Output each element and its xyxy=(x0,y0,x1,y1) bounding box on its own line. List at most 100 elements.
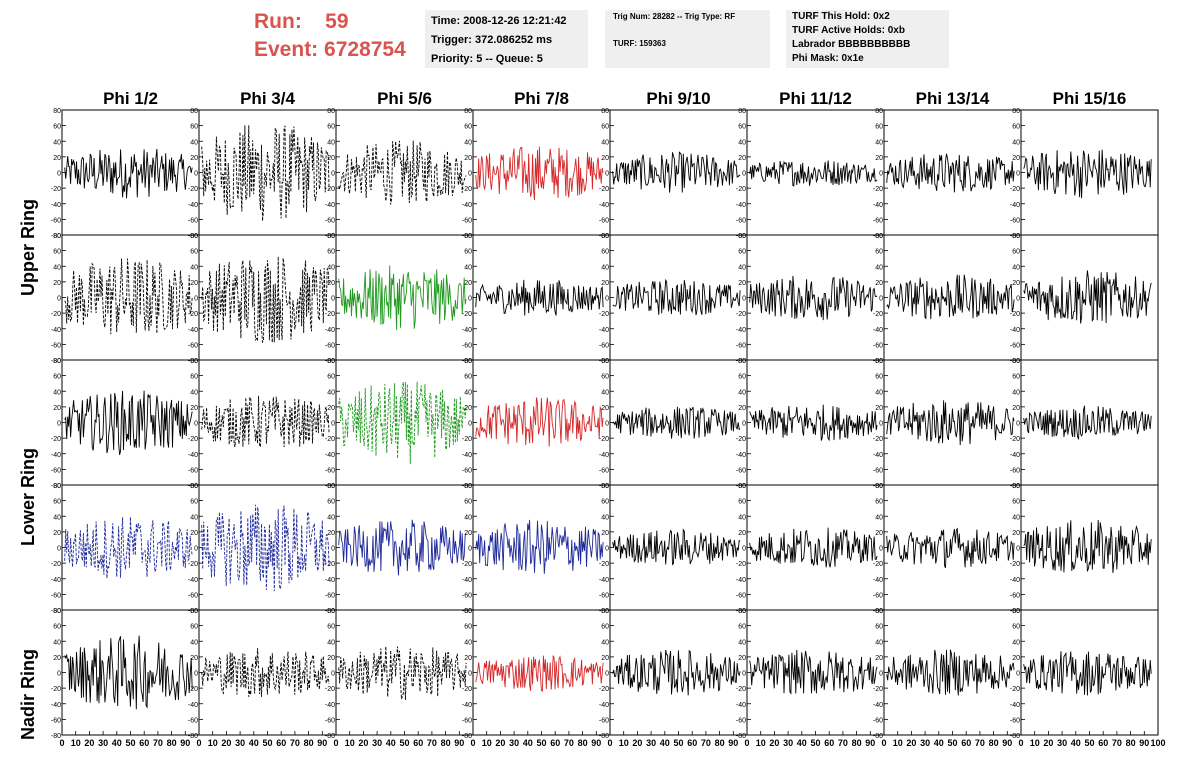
y-tick-label: -40 xyxy=(325,452,335,459)
y-tick-label: -40 xyxy=(462,202,472,209)
x-tick-label: 70 xyxy=(153,738,163,748)
y-tick-label: 20 xyxy=(738,655,746,662)
y-tick-label: -60 xyxy=(462,217,472,224)
y-tick-label: -20 xyxy=(873,561,883,568)
column-header: Phi 7/8 xyxy=(514,89,569,108)
waveform-line xyxy=(1023,405,1152,441)
panel-frame xyxy=(198,234,337,361)
y-tick-label: 0 xyxy=(194,171,198,178)
y-tick-label: 80 xyxy=(875,108,883,115)
y-tick-label: -60 xyxy=(51,467,61,474)
y-tick-label: 80 xyxy=(190,233,198,240)
y-tick-label: 80 xyxy=(53,483,61,490)
y-tick-label: 40 xyxy=(875,264,883,271)
x-tick-label: 90 xyxy=(728,738,738,748)
x-tick-label: 40 xyxy=(934,738,944,748)
y-tick-label: -40 xyxy=(462,577,472,584)
y-tick-label: -40 xyxy=(873,577,883,584)
x-tick-label: 30 xyxy=(646,738,656,748)
y-tick-label: 0 xyxy=(468,421,472,428)
y-tick-label: -80 xyxy=(462,233,472,240)
y-tick-label: -80 xyxy=(188,358,198,365)
y-tick-label: -80 xyxy=(462,733,472,740)
y-tick-label: -80 xyxy=(188,483,198,490)
x-tick-label: 70 xyxy=(1112,738,1122,748)
y-tick-label: 20 xyxy=(327,405,335,412)
info-time: Time: 2008-12-26 12:21:42 xyxy=(431,15,567,27)
y-tick-label: -20 xyxy=(873,311,883,318)
y-tick-label: 40 xyxy=(190,264,198,271)
y-tick-label: 80 xyxy=(1012,108,1020,115)
info-labrador: Labrador BBBBBBBBBB xyxy=(792,39,911,50)
y-tick-label: 0 xyxy=(1016,671,1020,678)
y-tick-label: 0 xyxy=(331,171,335,178)
y-tick-label: 80 xyxy=(53,108,61,115)
x-tick-label: 50 xyxy=(673,738,683,748)
y-tick-label: 80 xyxy=(1012,608,1020,615)
y-tick-label: -20 xyxy=(599,311,609,318)
x-tick-label: 40 xyxy=(797,738,807,748)
y-tick-label: 60 xyxy=(464,624,472,631)
y-tick-label: 40 xyxy=(190,639,198,646)
y-tick-label: 80 xyxy=(875,358,883,365)
y-tick-label: 20 xyxy=(464,530,472,537)
y-tick-label: 40 xyxy=(327,139,335,146)
x-tick-label: 40 xyxy=(1071,738,1081,748)
y-tick-label: -20 xyxy=(1010,436,1020,443)
y-tick-label: 20 xyxy=(875,155,883,162)
x-tick-label: 60 xyxy=(139,738,149,748)
x-tick-label: 0 xyxy=(470,738,475,748)
y-tick-label: 60 xyxy=(53,624,61,631)
y-tick-label: 40 xyxy=(1012,389,1020,396)
y-tick-label: 0 xyxy=(742,171,746,178)
y-tick-label: 80 xyxy=(190,608,198,615)
y-tick-label: 0 xyxy=(331,421,335,428)
y-tick-label: 80 xyxy=(464,233,472,240)
y-tick-label: -20 xyxy=(188,186,198,193)
y-tick-label: -60 xyxy=(462,592,472,599)
y-tick-label: 80 xyxy=(601,483,609,490)
x-tick-label: 70 xyxy=(290,738,300,748)
waveform-line xyxy=(749,404,878,442)
y-tick-label: -60 xyxy=(325,467,335,474)
x-tick-label: 80 xyxy=(1126,738,1136,748)
y-tick-label: -40 xyxy=(873,452,883,459)
y-tick-label: -60 xyxy=(462,467,472,474)
y-tick-label: -40 xyxy=(599,577,609,584)
x-tick-label: 0 xyxy=(881,738,886,748)
y-tick-label: 60 xyxy=(327,374,335,381)
y-tick-label: 80 xyxy=(601,108,609,115)
y-tick-label: 80 xyxy=(464,608,472,615)
y-tick-label: -20 xyxy=(188,686,198,693)
y-tick-label: 40 xyxy=(464,514,472,521)
y-tick-label: 60 xyxy=(53,249,61,256)
y-tick-label: -80 xyxy=(462,608,472,615)
y-tick-label: -20 xyxy=(325,686,335,693)
y-tick-label: 40 xyxy=(601,514,609,521)
y-tick-label: 0 xyxy=(468,546,472,553)
y-tick-label: 20 xyxy=(601,530,609,537)
y-tick-label: -20 xyxy=(51,686,61,693)
x-tick-label: 0 xyxy=(333,738,338,748)
x-tick-label: 80 xyxy=(578,738,588,748)
y-tick-label: -20 xyxy=(873,186,883,193)
waveform-line xyxy=(475,279,604,316)
y-tick-label: -60 xyxy=(873,717,883,724)
waveform-line xyxy=(64,258,193,335)
y-tick-label: -80 xyxy=(599,608,609,615)
waveform-line xyxy=(1023,519,1152,573)
y-tick-label: -60 xyxy=(873,467,883,474)
x-tick-label: 0 xyxy=(607,738,612,748)
y-tick-label: 60 xyxy=(53,374,61,381)
y-tick-label: 20 xyxy=(53,280,61,287)
y-tick-label: 40 xyxy=(875,639,883,646)
y-tick-label: -20 xyxy=(325,186,335,193)
y-tick-label: -60 xyxy=(188,467,198,474)
y-tick-label: -80 xyxy=(51,608,61,615)
y-tick-label: 40 xyxy=(875,139,883,146)
x-tick-label: 20 xyxy=(769,738,779,748)
y-tick-label: -80 xyxy=(325,733,335,740)
y-tick-label: 20 xyxy=(53,405,61,412)
y-tick-label: 60 xyxy=(53,124,61,131)
y-tick-label: 20 xyxy=(875,280,883,287)
